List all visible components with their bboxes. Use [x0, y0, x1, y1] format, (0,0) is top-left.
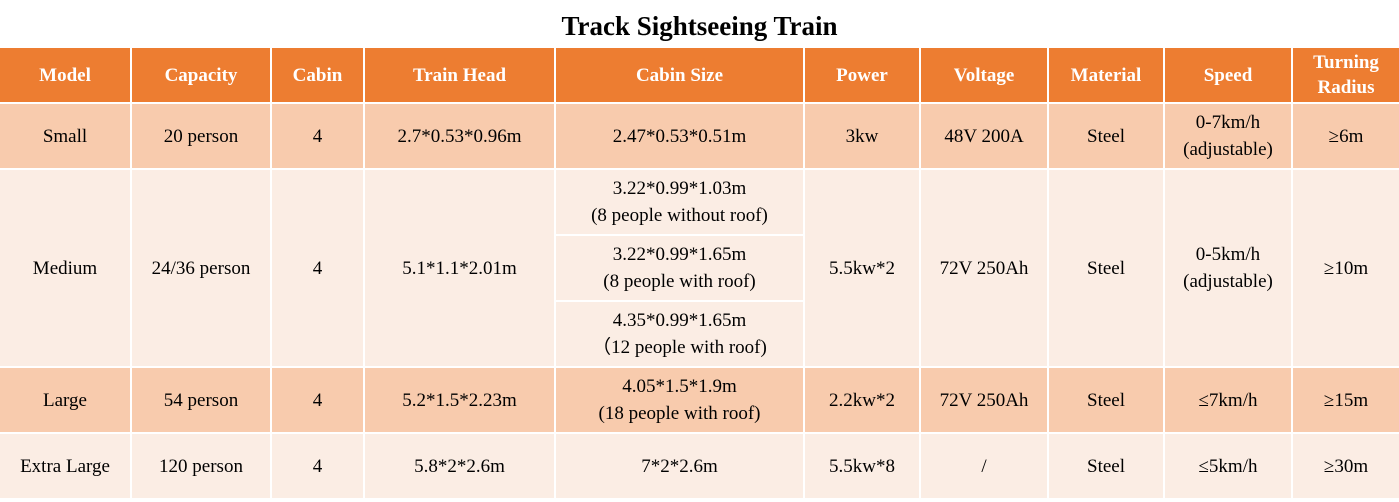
table-cell: 4 [272, 104, 363, 168]
table-cell: Steel [1049, 170, 1163, 366]
table-row: 3.22*0.99*1.65m (8 people with roof) [0, 236, 1399, 300]
table-cell: ≥30m [1293, 434, 1399, 498]
table-cell: 72V 250Ah [921, 170, 1047, 366]
table-cell: Medium [0, 170, 130, 366]
table-cell: 3.22*0.99*1.03m (8 people without roof) [556, 170, 803, 234]
table-cell: 5.5kw*8 [805, 434, 919, 498]
table-cell: Large [0, 368, 130, 432]
header-row: Model Capacity Cabin Train Head Cabin Size Po… [0, 48, 1399, 102]
table-row: Large 54 person 4 5.2*1.5*2.23m 4.05*1.5*1.9… [0, 368, 1399, 432]
table-cell: 4 [272, 368, 363, 432]
table-cell: 5.5kw*2 [805, 170, 919, 366]
header-cell: Speed [1165, 48, 1291, 102]
table-title: Track Sightseeing Train [561, 11, 838, 41]
header-cell: Train Head [365, 48, 554, 102]
header-cell: Voltage [921, 48, 1047, 102]
header-cell: Turning Radius [1293, 48, 1399, 102]
header-cell: Cabin Size [556, 48, 803, 102]
table-cell: ≥15m [1293, 368, 1399, 432]
header-cell: Power [805, 48, 919, 102]
table-cell: 3kw [805, 104, 919, 168]
table-cell: 24/36 person [132, 170, 270, 366]
table-cell: Extra Large [0, 434, 130, 498]
header-cell: Model [0, 48, 130, 102]
table-cell: 4 [272, 170, 363, 366]
header-cell: Cabin [272, 48, 363, 102]
table-cell: 2.47*0.53*0.51m [556, 104, 803, 168]
table-cell: 72V 250Ah [921, 368, 1047, 432]
table-cell: 5.8*2*2.6m [365, 434, 554, 498]
table-cell: 3.22*0.99*1.65m (8 people with roof) [556, 236, 803, 300]
table-cell: 20 person [132, 104, 270, 168]
table-row: Small 20 person 4 2.7*0.53*0.96m 2.47*0.53*0… [0, 104, 1399, 168]
table-cell: Steel [1049, 104, 1163, 168]
table-row: Extra Large 120 person 4 5.8*2*2.6m 7*2*2.6m… [0, 434, 1399, 498]
table-cell: Small [0, 104, 130, 168]
table-cell: ≥10m [1293, 170, 1399, 366]
table-row: Medium 24/36 person 4 5.1*1.1*2.01m 3.22*0.9… [0, 170, 1399, 366]
spec-table: Model Capacity Cabin Train Head Cabin Size Po… [0, 46, 1399, 500]
table-cell: 54 person [132, 368, 270, 432]
table-cell: 0-7km/h (adjustable) [1165, 104, 1291, 168]
table-cell: 5.1*1.1*2.01m [365, 170, 554, 366]
table-cell: Steel [1049, 434, 1163, 498]
table-cell: ≥6m [1293, 104, 1399, 168]
table-cell: 120 person [132, 434, 270, 498]
table-cell: 4 [272, 434, 363, 498]
table-cell: 0-5km/h (adjustable) [1165, 170, 1291, 366]
table-cell: 2.7*0.53*0.96m [365, 104, 554, 168]
header-cell: Material [1049, 48, 1163, 102]
table-cell: ≤5km/h [1165, 434, 1291, 498]
table-cell: ≤7km/h [1165, 368, 1291, 432]
table-cell: 4.05*1.5*1.9m (18 people with roof) [556, 368, 803, 432]
table-cell: 5.2*1.5*2.23m [365, 368, 554, 432]
table-cell: 4.35*0.99*1.65m （12 people with roof) [556, 302, 803, 366]
table-row: 4.35*0.99*1.65m （12 people with roof) [0, 302, 1399, 366]
table-cell: / [921, 434, 1047, 498]
table-cell: Steel [1049, 368, 1163, 432]
table-cell: 48V 200A [921, 104, 1047, 168]
table-cell: 2.2kw*2 [805, 368, 919, 432]
header-cell: Capacity [132, 48, 270, 102]
table-cell: 7*2*2.6m [556, 434, 803, 498]
